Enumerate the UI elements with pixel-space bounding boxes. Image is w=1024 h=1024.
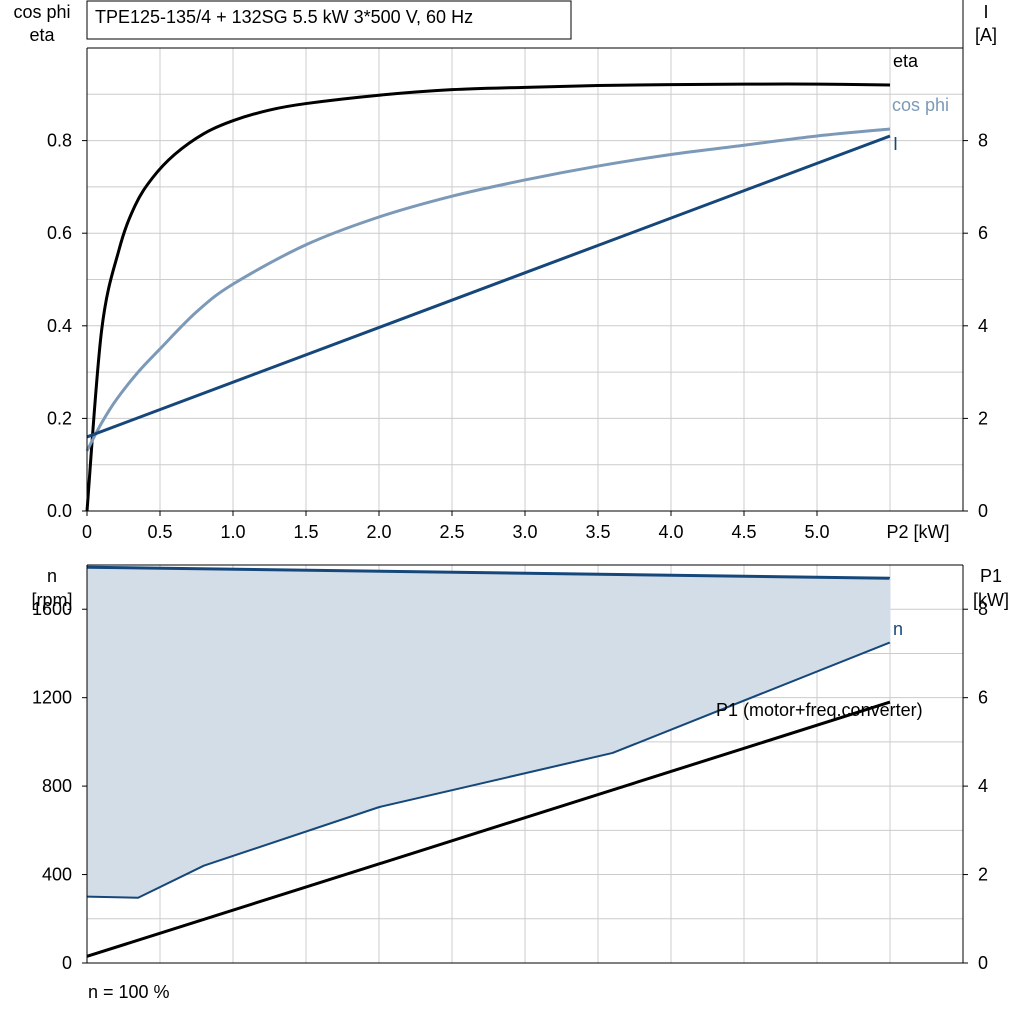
- series-label-n: n: [893, 619, 903, 639]
- bottom-right-axis-label-1: P1: [980, 566, 1002, 586]
- bottom-y-right-tick-label: 2: [978, 865, 988, 885]
- series-line-cos-phi: [85, 127, 891, 452]
- y-left-tick-label: 0.2: [47, 408, 72, 428]
- bottom-y-left-tick-label: 1600: [32, 599, 72, 619]
- x-tick-label: 0.5: [147, 522, 172, 542]
- bottom-left-axis-label-2: [rpm]: [31, 590, 72, 610]
- y-right-tick-label: 4: [978, 316, 988, 336]
- bottom-series-line-p1: [86, 700, 891, 958]
- series-line-i: [86, 134, 891, 439]
- fill-areas: [87, 567, 890, 898]
- top-left-axis-label-2: eta: [29, 25, 55, 45]
- y-left-tick-label: 0.8: [47, 131, 72, 151]
- x-tick-label: 2.0: [366, 522, 391, 542]
- y-left-tick-label: 0.0: [47, 501, 72, 521]
- series-label-current: I: [893, 134, 898, 154]
- bottom-y-right-tick-label: 6: [978, 688, 988, 708]
- bottom-right-axis-label-2: [kW]: [973, 590, 1009, 610]
- bottom-left-axis-label-1: n: [47, 566, 57, 586]
- x-tick-label: 1.0: [220, 522, 245, 542]
- series-line-eta: [85, 82, 891, 512]
- x-tick-label: 3.5: [585, 522, 610, 542]
- bottom-series-line-upper: [86, 565, 891, 580]
- top-grid: [87, 48, 963, 511]
- top-left-axis-label-1: cos phi: [13, 2, 70, 22]
- speed-range-fill: [87, 567, 890, 898]
- bottom-y-left-tick-label: 800: [42, 776, 72, 796]
- y-right-tick-label: 2: [978, 408, 988, 428]
- x-tick-label: 4.0: [658, 522, 683, 542]
- bottom-y-left-tick-label: 0: [62, 953, 72, 973]
- top-right-axis-label-2: [A]: [975, 25, 997, 45]
- axes: [82, 0, 968, 964]
- series-label-eta: eta: [893, 51, 919, 71]
- series-label-cos-phi: cos phi: [892, 95, 949, 115]
- bottom-y-left-tick-label: 400: [42, 865, 72, 885]
- y-right-tick-label: 6: [978, 223, 988, 243]
- footnote: n = 100 %: [88, 982, 170, 1002]
- x-axis-label: P2 [kW]: [886, 522, 949, 542]
- x-tick-label: 0: [82, 522, 92, 542]
- bottom-y-left-tick-label: 1200: [32, 688, 72, 708]
- bottom-y-right-tick-label: 4: [978, 776, 988, 796]
- x-tick-label: 3.0: [512, 522, 537, 542]
- y-left-tick-label: 0.4: [47, 316, 72, 336]
- bottom-series-line-lower: [86, 641, 891, 899]
- x-tick-label: 2.5: [439, 522, 464, 542]
- top-right-axis-label-1: I: [983, 2, 988, 22]
- series-lines: [85, 82, 891, 958]
- chart-title: TPE125-135/4 + 132SG 5.5 kW 3*500 V, 60 …: [95, 7, 473, 27]
- x-tick-label: 1.5: [293, 522, 318, 542]
- x-tick-label: 4.5: [731, 522, 756, 542]
- y-left-tick-label: 0.6: [47, 223, 72, 243]
- bottom-y-right-tick-label: 8: [978, 599, 988, 619]
- y-right-tick-label: 8: [978, 131, 988, 151]
- y-right-tick-label: 0: [978, 501, 988, 521]
- x-tick-label: 5.0: [804, 522, 829, 542]
- tick-labels: 0 0.5 1.0 1.5 2.0 2.5 3.0 3.5 4.0 4.5 5.0 0.0 0.2 0.4…: [32, 131, 988, 973]
- bottom-y-right-tick-label: 0: [978, 953, 988, 973]
- title-box: [86, 0, 572, 40]
- series-label-p1: P1 (motor+freq.converter): [716, 700, 923, 720]
